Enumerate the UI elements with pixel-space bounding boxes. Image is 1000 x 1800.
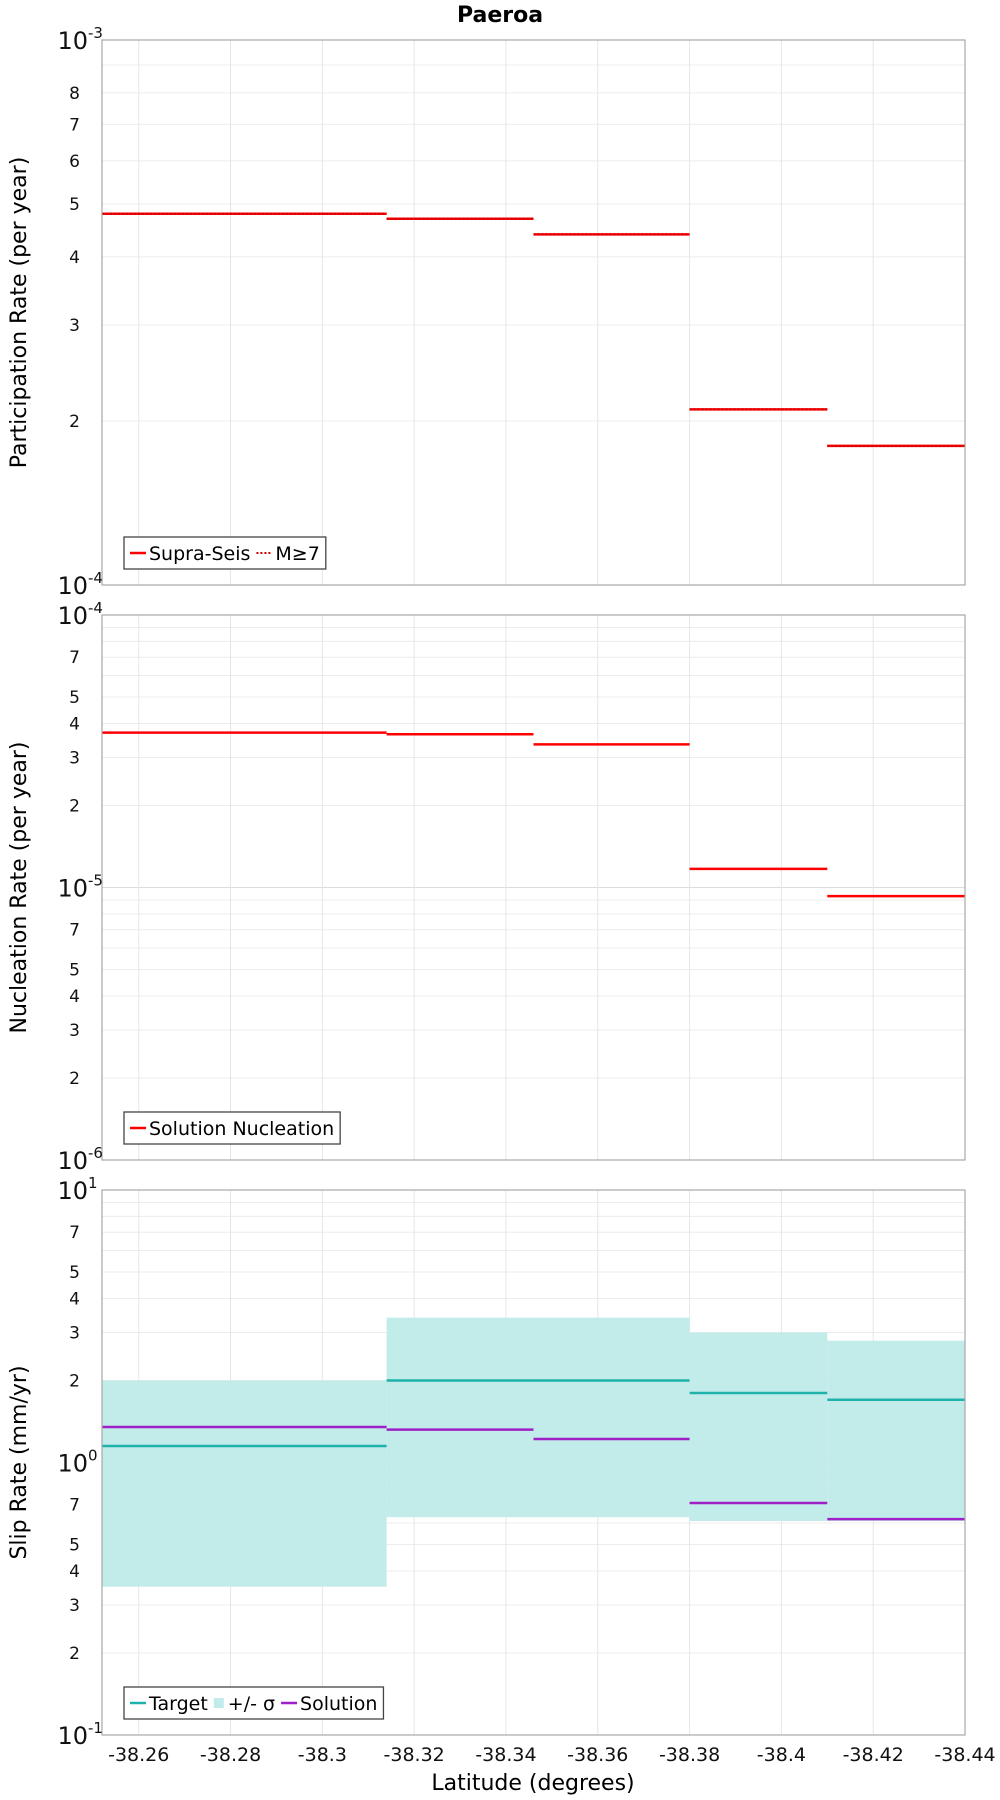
nucleation-plot-frame bbox=[101, 614, 966, 1161]
y-tick-label: 10 bbox=[57, 1722, 88, 1750]
y-minor-tick-label: 2 bbox=[69, 1069, 80, 1089]
participation-y-axis-label: Participation Rate (per year) bbox=[7, 157, 32, 469]
y-tick-label: 10 bbox=[57, 1450, 88, 1478]
y-minor-tick-label: 5 bbox=[69, 195, 80, 215]
y-minor-tick-label: 2 bbox=[69, 1371, 80, 1391]
y-tick-exponent: -3 bbox=[88, 24, 103, 42]
y-minor-tick-label: 3 bbox=[69, 748, 80, 768]
y-minor-tick-label: 4 bbox=[69, 987, 80, 1007]
nucleation-legend-box bbox=[123, 1111, 341, 1145]
y-minor-tick-label: 5 bbox=[69, 1263, 80, 1283]
y-minor-tick-label: 7 bbox=[69, 921, 80, 941]
x-tick-label: -38.34 bbox=[475, 1744, 536, 1766]
y-tick-exponent: -1 bbox=[88, 1719, 103, 1737]
sigma-band-segment bbox=[827, 1340, 965, 1521]
y-minor-tick-label: 7 bbox=[69, 648, 80, 668]
x-tick-label: -38.26 bbox=[108, 1744, 169, 1766]
nucleation-y-axis-label: Nucleation Rate (per year) bbox=[7, 742, 32, 1034]
participation-legend-box bbox=[123, 536, 327, 570]
x-axis-label: Latitude (degrees) bbox=[431, 1771, 634, 1796]
y-tick-label: 10 bbox=[57, 1147, 88, 1175]
y-tick-label: 10 bbox=[57, 1177, 88, 1205]
x-tick-label: -38.44 bbox=[934, 1744, 995, 1766]
y-minor-tick-label: 2 bbox=[69, 412, 80, 432]
m-7-legend-label: M≥7 bbox=[275, 543, 319, 565]
y-minor-tick-label: 2 bbox=[69, 796, 80, 816]
x-tick-label: -38.4 bbox=[757, 1744, 806, 1766]
y-minor-tick-label: 7 bbox=[69, 115, 80, 135]
y-tick-exponent: -4 bbox=[88, 569, 103, 587]
chart-title: Paeroa bbox=[457, 3, 543, 28]
y-minor-tick-label: 4 bbox=[69, 1289, 80, 1309]
-legend-swatch bbox=[213, 1698, 224, 1708]
y-minor-tick-label: 5 bbox=[69, 961, 80, 981]
slip-y-axis-label: Slip Rate (mm/yr) bbox=[7, 1365, 32, 1559]
y-tick-exponent: 1 bbox=[88, 1174, 98, 1192]
solution-nucleation-legend-label: Solution Nucleation bbox=[149, 1118, 334, 1140]
y-tick-label: 10 bbox=[57, 875, 88, 903]
y-tick-exponent: -4 bbox=[88, 599, 103, 617]
-legend-label: +/- σ bbox=[228, 1693, 275, 1715]
x-tick-label: -38.32 bbox=[384, 1744, 445, 1766]
target-legend-label: Target bbox=[148, 1693, 208, 1715]
supra-seis-legend-label: Supra-Seis bbox=[149, 543, 250, 565]
y-minor-tick-label: 4 bbox=[69, 714, 80, 734]
participation-plot-frame bbox=[101, 39, 966, 586]
x-tick-label: -38.3 bbox=[298, 1744, 347, 1766]
y-tick-exponent: -6 bbox=[88, 1144, 103, 1162]
y-minor-tick-label: 5 bbox=[69, 1536, 80, 1556]
y-minor-tick-label: 5 bbox=[69, 688, 80, 708]
sigma-band-segment bbox=[689, 1332, 828, 1521]
y-tick-label: 10 bbox=[57, 572, 88, 600]
y-tick-exponent: -5 bbox=[88, 872, 103, 890]
y-minor-tick-label: 4 bbox=[69, 248, 80, 268]
y-minor-tick-label: 3 bbox=[69, 1021, 80, 1041]
y-minor-tick-label: 6 bbox=[69, 152, 80, 172]
y-minor-tick-label: 3 bbox=[69, 1596, 80, 1616]
y-minor-tick-label: 7 bbox=[69, 1223, 80, 1243]
y-tick-label: 10 bbox=[57, 602, 88, 630]
solution-legend-label: Solution bbox=[300, 1693, 377, 1715]
x-tick-label: -38.38 bbox=[659, 1744, 720, 1766]
y-minor-tick-label: 4 bbox=[69, 1562, 80, 1582]
sigma-band-segment bbox=[102, 1380, 387, 1587]
x-tick-label: -38.36 bbox=[567, 1744, 628, 1766]
sigma-band-segment bbox=[386, 1317, 690, 1518]
x-tick-label: -38.42 bbox=[843, 1744, 904, 1766]
y-minor-tick-label: 8 bbox=[69, 84, 80, 104]
y-minor-tick-label: 3 bbox=[69, 316, 80, 336]
y-minor-tick-label: 3 bbox=[69, 1323, 80, 1343]
x-tick-label: -38.28 bbox=[200, 1744, 261, 1766]
y-tick-exponent: 0 bbox=[88, 1447, 98, 1465]
y-minor-tick-label: 2 bbox=[69, 1644, 80, 1664]
y-tick-label: 10 bbox=[57, 27, 88, 55]
slip-plot-frame bbox=[101, 1189, 966, 1736]
slip-legend-box bbox=[123, 1686, 385, 1720]
y-minor-tick-label: 7 bbox=[69, 1496, 80, 1516]
